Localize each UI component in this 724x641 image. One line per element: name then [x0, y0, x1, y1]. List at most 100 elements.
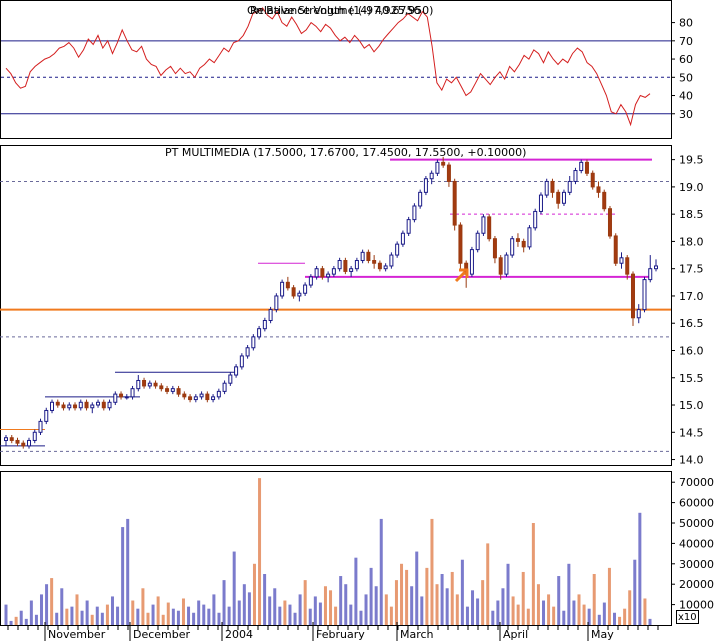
price-tick-label: 15.5 [679, 372, 704, 385]
volume-bar [440, 574, 444, 625]
candle-body [314, 268, 319, 278]
candle-body [331, 268, 336, 275]
volume-plot: 10000 20000 30000 40000 50000 60000 70000 [4, 476, 714, 625]
volume-bar [90, 614, 94, 625]
candle-body [406, 219, 411, 234]
volume-bar [613, 612, 617, 625]
volume-bar [95, 606, 99, 625]
volume-bar [176, 610, 180, 625]
volume-bar [389, 606, 393, 625]
volume-bar [100, 612, 104, 625]
candle-body [170, 388, 175, 392]
volume-bar [384, 594, 388, 625]
volume-bar [623, 608, 627, 625]
volume-bar [430, 518, 434, 625]
volume-bar [171, 608, 175, 625]
volume-bar [237, 600, 241, 625]
candle-body [579, 161, 584, 172]
volume-bar [202, 604, 206, 625]
x-tick-label: February [316, 628, 365, 641]
x-tick-label: April [503, 628, 528, 641]
volume-tick-label: 70000 [679, 476, 714, 489]
volume-bar [45, 584, 49, 625]
candle-body [21, 442, 26, 447]
candle-body [262, 319, 267, 330]
candle-body [234, 366, 239, 376]
volume-bar [547, 594, 551, 625]
candle-body [147, 382, 152, 387]
volume-bar [273, 588, 277, 625]
volume-bar [374, 586, 378, 625]
candle-body [216, 390, 221, 398]
volume-bar [232, 551, 236, 625]
candle-body [613, 235, 618, 264]
price-tick-label: 15.0 [679, 399, 704, 412]
volume-panel [0, 471, 672, 626]
candle-body [15, 439, 20, 444]
candle-body [285, 281, 290, 289]
volume-bar [80, 610, 84, 625]
indicator-tick-label: 70 [679, 35, 693, 48]
volume-bar [369, 567, 373, 625]
volume-bar [60, 588, 64, 625]
candle-body [383, 265, 388, 270]
volume-bar [531, 523, 535, 625]
candle-body [492, 238, 497, 259]
volume-bar [55, 612, 59, 625]
volume-bar [410, 586, 414, 625]
price-tick-label: 17.5 [679, 263, 704, 276]
indicator-tick-label: 60 [679, 53, 693, 66]
volume-bar [278, 606, 282, 625]
volume-bar [455, 594, 459, 625]
volume-bar [521, 571, 525, 625]
candle-body [498, 257, 503, 275]
volume-bar [476, 598, 480, 625]
x-tick-label: March [400, 628, 434, 641]
candle-body [550, 180, 555, 193]
candle-body [602, 191, 607, 210]
volume-bar [217, 612, 221, 625]
price-tick-label: 14.5 [679, 426, 704, 439]
volume-bar [516, 604, 520, 625]
candle-body [343, 260, 348, 272]
volume-bar [394, 580, 398, 625]
candle-body [239, 355, 244, 368]
candle-body [165, 388, 170, 392]
candle-body [159, 385, 164, 390]
candle-body [78, 401, 83, 409]
candle-body [400, 232, 405, 245]
candle-body [423, 178, 428, 193]
indicator-tick-label: 40 [679, 90, 693, 103]
volume-bar [607, 567, 611, 625]
volume-bar [50, 578, 54, 625]
indicator-tick-label: 80 [679, 17, 693, 30]
price-tick-label: 14.0 [679, 454, 704, 467]
volume-bar [334, 606, 338, 625]
volume-bar [557, 576, 561, 625]
x-tick-label: 2004 [225, 628, 253, 641]
volume-bar [187, 606, 191, 625]
volume-bar [405, 569, 409, 625]
volume-bar [110, 596, 114, 625]
candle-body [366, 251, 371, 262]
candle-body [636, 309, 641, 319]
candle-body [625, 257, 630, 275]
candle-body [418, 191, 423, 207]
volume-bar [602, 602, 606, 625]
volume-bar [638, 512, 642, 625]
volume-bar [582, 604, 586, 625]
candle-body [55, 401, 60, 406]
volume-bar [460, 559, 464, 625]
indicator-tick-label: 50 [679, 71, 693, 84]
indicator-plot: 30 40 50 60 70 80 [1, 7, 693, 127]
volume-bar [471, 590, 475, 625]
volume-bar [633, 559, 637, 625]
price-tick-label: 17.0 [679, 290, 704, 303]
candle-body [337, 260, 342, 270]
volume-bar [415, 551, 419, 625]
candle-body [326, 273, 331, 278]
volume-bar [420, 596, 424, 625]
candle-body [222, 382, 227, 392]
volume-bar [242, 584, 246, 625]
volume-bar [648, 618, 652, 625]
